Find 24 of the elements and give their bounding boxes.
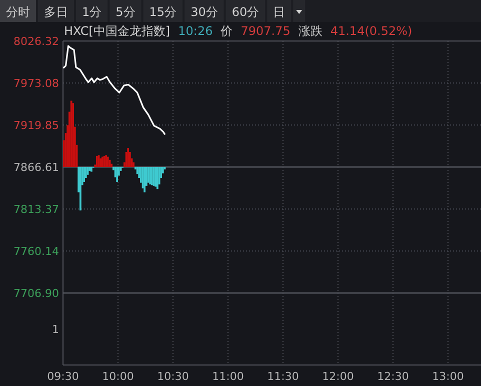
x-tick-label: 12:00 [322,370,354,383]
x-tick-label: 11:30 [267,370,299,383]
y-tick-label: 8026.32 [14,35,59,48]
y-tick-label: 7813.37 [14,202,59,216]
toolbar: 分时 多日 1分 5分 15分 30分 60分 日 [0,0,481,22]
y-tick-label: 7866.61 [14,160,59,174]
x-tick-label: 09:30 [47,370,79,383]
x-tick-label: 10:30 [157,370,189,383]
x-tick-label: 13:00 [432,370,464,383]
text: 41.14(0.52%) [330,24,412,38]
x-tick-label: 12:30 [377,370,409,383]
x-tick-label: 10:00 [102,370,134,383]
y-tick-label: 7919.85 [14,118,59,132]
text: 1 [52,323,59,336]
text: 7907.75 [240,24,290,38]
text: 价 [220,24,233,38]
y-tick-label: 7706.90 [14,286,59,300]
y-tick-label: 7973.08 [14,77,59,90]
line-series [62,45,166,136]
text: 涨跌 [298,24,322,38]
x-tick-label: 11:00 [212,370,244,383]
chart-title: HXC[中国金龙指数] [64,24,170,38]
text: 10:26 [178,24,213,38]
y-tick-label: 7760.14 [14,244,59,258]
